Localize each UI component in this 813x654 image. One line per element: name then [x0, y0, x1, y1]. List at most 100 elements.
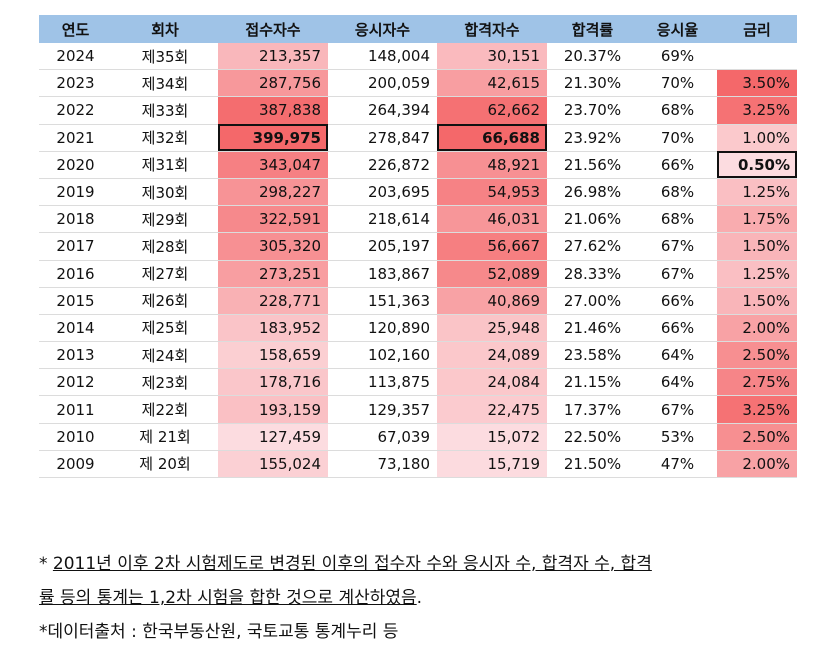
cell-round: 제26회 [112, 287, 218, 315]
cell-round: 제 20회 [112, 450, 218, 479]
cell-rate [717, 43, 797, 71]
cell-exam-rate: 70% [638, 69, 717, 98]
cell-applicants: 158,659 [218, 341, 328, 370]
cell-applicants: 387,838 [218, 96, 328, 125]
cell-year: 2024 [39, 43, 112, 71]
table-row: 2019 제30회 298,227 203,695 54,953 26.98% 68% 1.2… [39, 178, 797, 207]
cell-pass-rate: 21.56% [547, 151, 638, 179]
cell-rate: 0.50% [717, 151, 797, 179]
table-row: 2011 제22회 193,159 129,357 22,475 17.37% 67% 3.2… [39, 395, 797, 424]
table-row: 2017 제28회 305,320 205,197 56,667 27.62% 67% 1.5… [39, 232, 797, 261]
table-row: 2023 제34회 287,756 200,059 42,615 21.30% 70% 3.5… [39, 69, 797, 98]
cell-applicants: 228,771 [218, 287, 328, 315]
cell-passers: 15,719 [437, 450, 547, 479]
cell-examinees: 73,180 [328, 450, 437, 479]
table-row: 2014 제25회 183,952 120,890 25,948 21.46% 66% 2.0… [39, 314, 797, 343]
table-row: 2016 제27회 273,251 183,867 52,089 28.33% 67% 1.2… [39, 260, 797, 288]
cell-applicants: 273,251 [218, 260, 328, 288]
cell-rate: 3.25% [717, 395, 797, 424]
cell-year: 2014 [39, 314, 112, 343]
cell-examinees: 183,867 [328, 260, 437, 288]
cell-examinees: 200,059 [328, 69, 437, 98]
cell-pass-rate: 21.30% [547, 69, 638, 98]
table-row: 2022 제33회 387,838 264,394 62,662 23.70% 68% 3.2… [39, 96, 797, 125]
cell-rate: 1.00% [717, 124, 797, 152]
cell-pass-rate: 23.92% [547, 124, 638, 152]
cell-round: 제24회 [112, 341, 218, 370]
cell-round: 제 21회 [112, 423, 218, 451]
table-row: 2012 제23회 178,716 113,875 24,084 21.15% 64% 2.7… [39, 368, 797, 397]
cell-pass-rate: 17.37% [547, 395, 638, 424]
table-body: 2024 제35회 213,357 148,004 30,151 20.37% 69% 202… [39, 43, 797, 479]
table-row: 2013 제24회 158,659 102,160 24,089 23.58% 64% 2.5… [39, 341, 797, 370]
header-examinees: 응시자수 [328, 15, 437, 43]
cell-round: 제34회 [112, 69, 218, 98]
cell-applicants: 287,756 [218, 69, 328, 98]
exam-statistics-table: 연도 회차 접수자수 응시자수 합격자수 합격률 응시율 금리 2024 제35회… [39, 15, 797, 479]
cell-applicants: 127,459 [218, 423, 328, 451]
footnote: * 2011년 이후 2차 시험제도로 변경된 이후의 접수자 수와 응시자 수… [39, 547, 784, 581]
cell-applicants: 178,716 [218, 368, 328, 397]
cell-rate: 2.00% [717, 314, 797, 343]
cell-passers: 52,089 [437, 260, 547, 288]
cell-applicants: 193,159 [218, 395, 328, 424]
cell-examinees: 226,872 [328, 151, 437, 179]
cell-exam-rate: 64% [638, 368, 717, 397]
cell-round: 제33회 [112, 96, 218, 125]
cell-examinees: 264,394 [328, 96, 437, 125]
cell-examinees: 113,875 [328, 368, 437, 397]
cell-pass-rate: 21.06% [547, 205, 638, 234]
cell-exam-rate: 53% [638, 423, 717, 451]
cell-passers: 66,688 [437, 124, 547, 152]
cell-passers: 48,921 [437, 151, 547, 179]
footnote-end: . [416, 588, 423, 608]
cell-rate: 1.75% [717, 205, 797, 234]
cell-rate: 3.50% [717, 69, 797, 98]
cell-pass-rate: 23.58% [547, 341, 638, 370]
table-row: 2018 제29회 322,591 218,614 46,031 21.06% 68% 1.7… [39, 205, 797, 234]
cell-pass-rate: 21.46% [547, 314, 638, 343]
header-exam-rate: 응시율 [638, 15, 717, 43]
header-passers: 합격자수 [437, 15, 547, 43]
cell-round: 제28회 [112, 232, 218, 261]
cell-examinees: 148,004 [328, 43, 437, 71]
cell-passers: 24,089 [437, 341, 547, 370]
header-pass-rate: 합격률 [547, 15, 638, 43]
cell-rate: 1.50% [717, 232, 797, 261]
table-row: 2015 제26회 228,771 151,363 40,869 27.00% 66% 1.5… [39, 287, 797, 315]
cell-examinees: 120,890 [328, 314, 437, 343]
table-row: 2020 제31회 343,047 226,872 48,921 21.56% 66% 0.5… [39, 151, 797, 179]
cell-round: 제32회 [112, 124, 218, 152]
cell-rate: 2.00% [717, 450, 797, 479]
cell-round: 제23회 [112, 368, 218, 397]
cell-applicants: 183,952 [218, 314, 328, 343]
cell-exam-rate: 66% [638, 151, 717, 179]
cell-pass-rate: 20.37% [547, 43, 638, 71]
cell-year: 2011 [39, 395, 112, 424]
cell-year: 2013 [39, 341, 112, 370]
cell-year: 2020 [39, 151, 112, 179]
footnote-text-line1: 2011년 이후 2차 시험제도로 변경된 이후의 접수자 수와 응시자 수, … [52, 554, 652, 574]
cell-rate: 3.25% [717, 96, 797, 125]
cell-passers: 56,667 [437, 232, 547, 261]
cell-exam-rate: 47% [638, 450, 717, 479]
cell-pass-rate: 28.33% [547, 260, 638, 288]
footnote-cont: 률 등의 통계는 1,2차 시험을 합한 것으로 계산하였음. [39, 581, 784, 615]
cell-passers: 54,953 [437, 178, 547, 207]
cell-year: 2019 [39, 178, 112, 207]
cell-exam-rate: 69% [638, 43, 717, 71]
cell-pass-rate: 21.15% [547, 368, 638, 397]
cell-passers: 40,869 [437, 287, 547, 315]
header-round: 회차 [112, 15, 218, 43]
cell-passers: 46,031 [437, 205, 547, 234]
cell-examinees: 102,160 [328, 341, 437, 370]
cell-exam-rate: 68% [638, 178, 717, 207]
cell-round: 제29회 [112, 205, 218, 234]
table-row: 2009 제 20회 155,024 73,180 15,719 21.50% 47% 2.0… [39, 450, 797, 479]
cell-year: 2012 [39, 368, 112, 397]
footnote-text-line2: 률 등의 통계는 1,2차 시험을 합한 것으로 계산하였음 [39, 588, 417, 608]
cell-examinees: 205,197 [328, 232, 437, 261]
cell-pass-rate: 27.00% [547, 287, 638, 315]
cell-year: 2017 [39, 232, 112, 261]
cell-passers: 24,084 [437, 368, 547, 397]
